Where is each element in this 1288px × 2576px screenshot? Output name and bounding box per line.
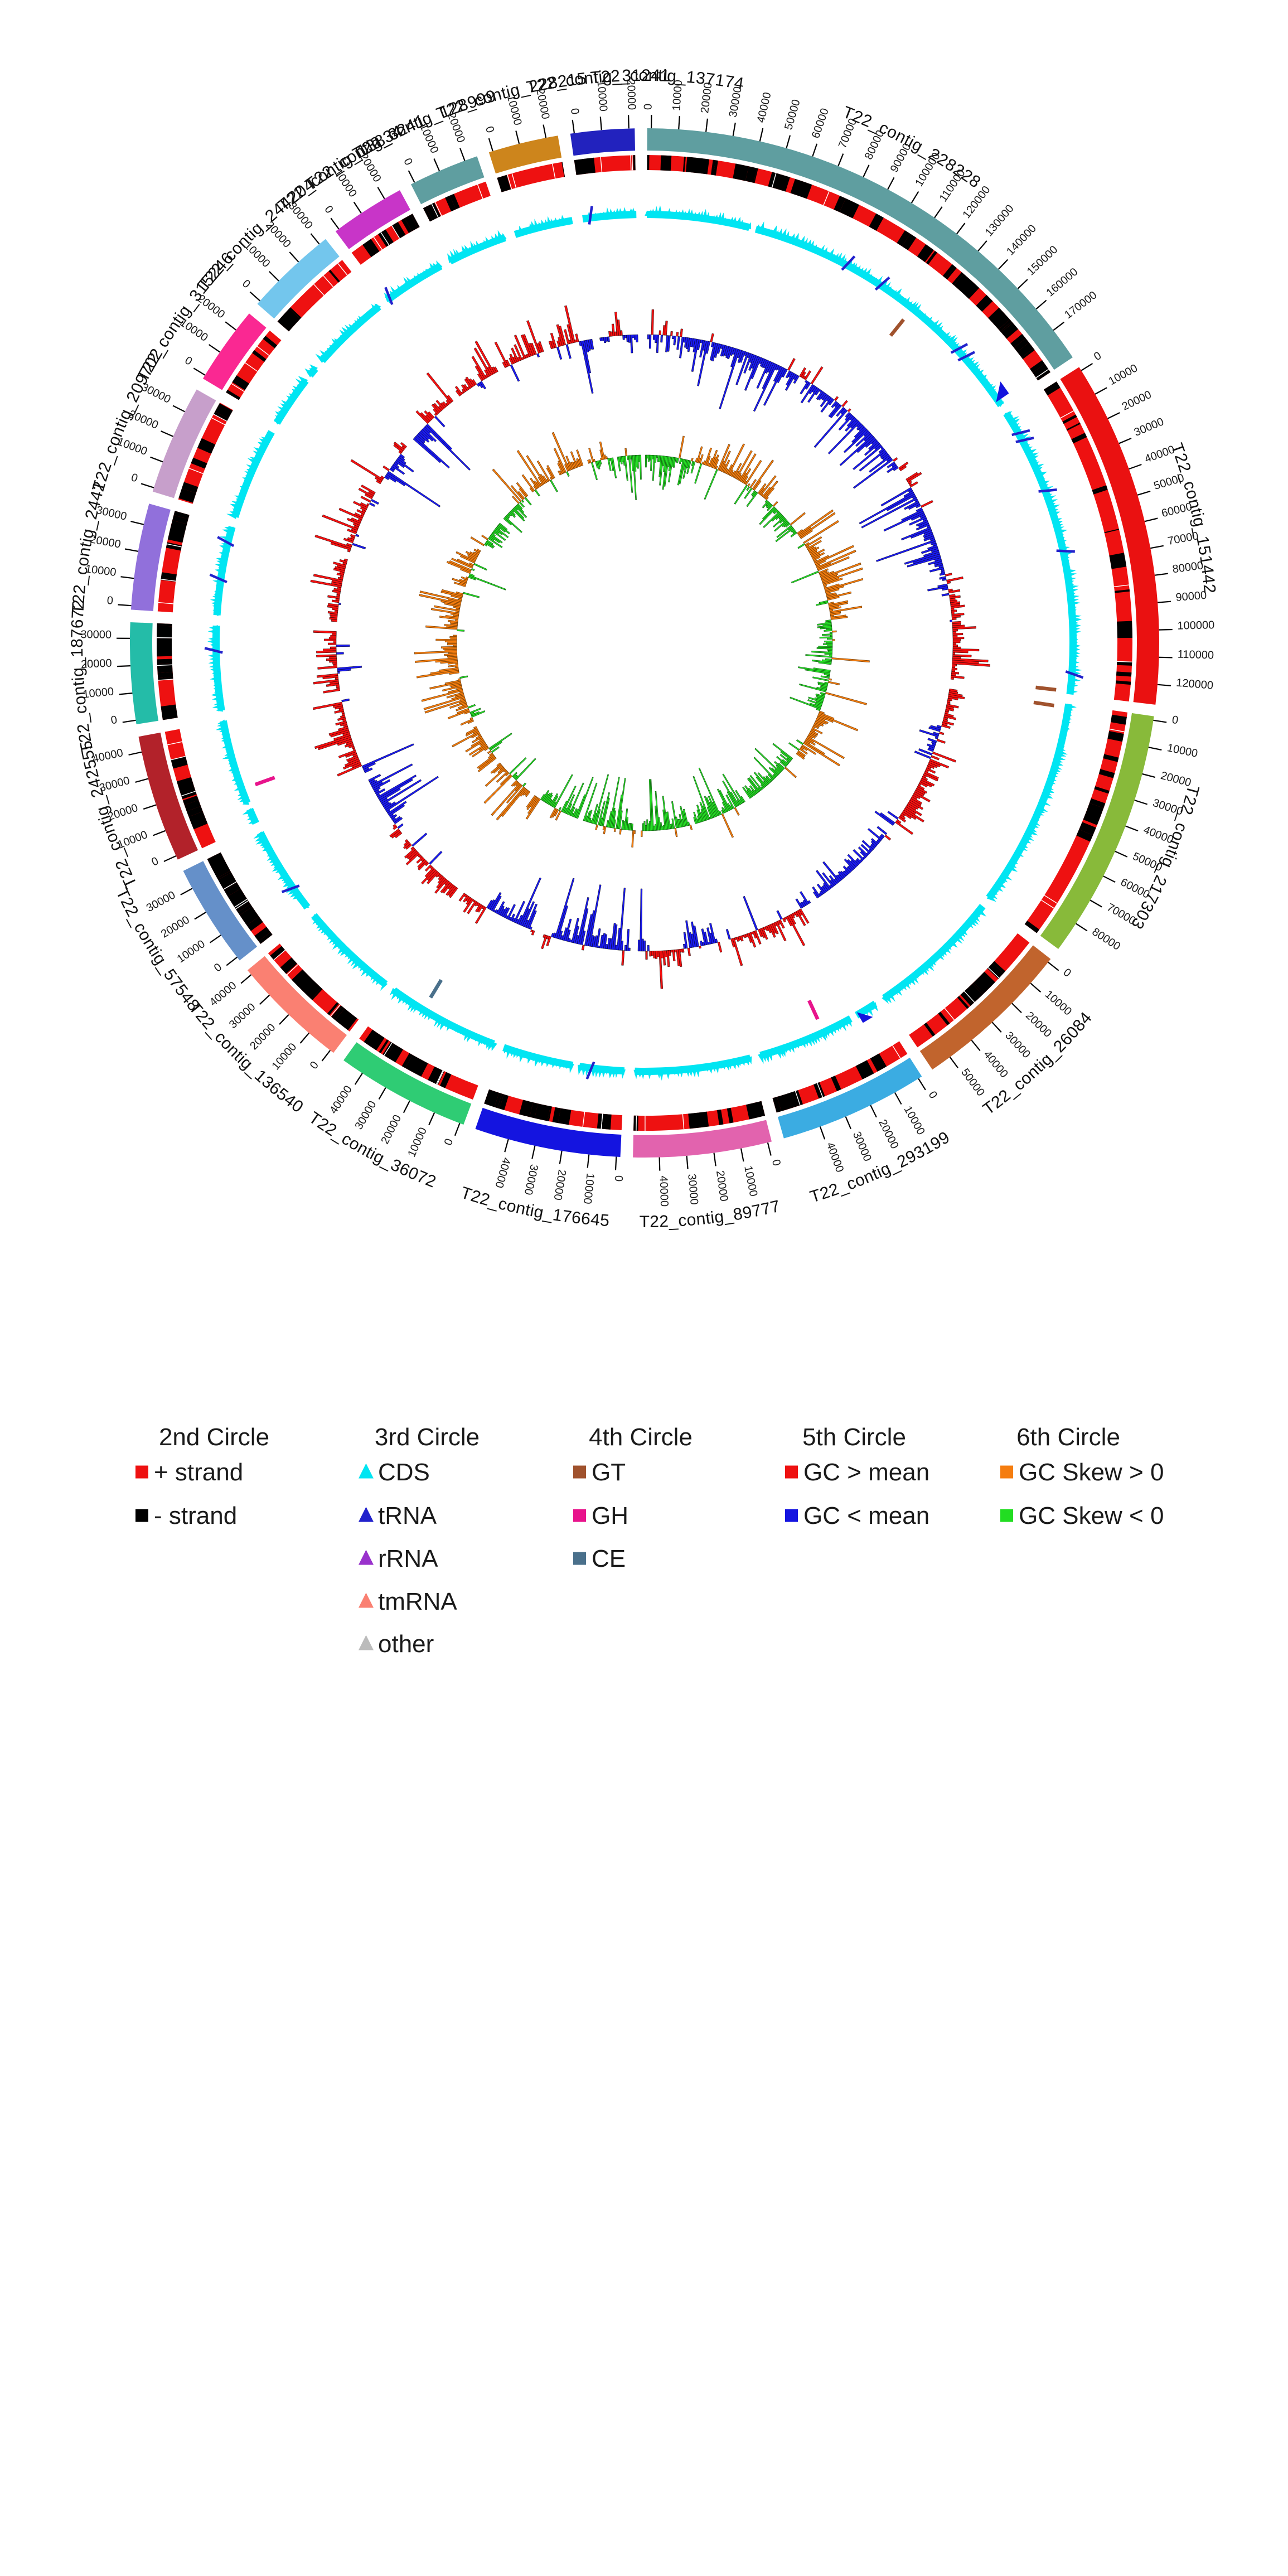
svg-text:0: 0 bbox=[612, 1175, 625, 1182]
svg-text:0: 0 bbox=[568, 108, 581, 115]
svg-text:0: 0 bbox=[110, 714, 118, 727]
svg-text:4th Circle: 4th Circle bbox=[589, 1423, 693, 1451]
svg-text:10000: 10000 bbox=[83, 685, 115, 700]
svg-text:0: 0 bbox=[769, 1158, 783, 1167]
svg-text:other: other bbox=[378, 1630, 434, 1658]
svg-text:2nd Circle: 2nd Circle bbox=[159, 1423, 269, 1451]
svg-text:5th Circle: 5th Circle bbox=[802, 1423, 906, 1451]
svg-text:GT: GT bbox=[592, 1459, 626, 1486]
svg-text:- strand: - strand bbox=[154, 1502, 237, 1529]
svg-text:0: 0 bbox=[1171, 714, 1179, 727]
svg-text:+ strand: + strand bbox=[154, 1459, 243, 1486]
svg-text:rRNA: rRNA bbox=[378, 1545, 438, 1572]
svg-text:20000: 20000 bbox=[81, 657, 113, 671]
svg-text:30000: 30000 bbox=[80, 628, 112, 641]
svg-text:10000: 10000 bbox=[670, 79, 685, 111]
svg-text:GC Skew > 0: GC Skew > 0 bbox=[1019, 1459, 1164, 1486]
svg-text:30000: 30000 bbox=[685, 1173, 700, 1205]
svg-text:20000: 20000 bbox=[624, 79, 638, 110]
svg-text:GC Skew < 0: GC Skew < 0 bbox=[1019, 1502, 1164, 1529]
svg-text:GC > mean: GC > mean bbox=[803, 1459, 929, 1486]
svg-text:0: 0 bbox=[642, 104, 655, 110]
svg-text:0: 0 bbox=[106, 594, 114, 607]
svg-text:GC < mean: GC < mean bbox=[803, 1502, 929, 1529]
svg-text:90000: 90000 bbox=[1175, 589, 1207, 604]
svg-text:CE: CE bbox=[592, 1545, 626, 1572]
svg-text:CDS: CDS bbox=[378, 1459, 430, 1486]
svg-text:110000: 110000 bbox=[1177, 648, 1214, 662]
svg-text:120000: 120000 bbox=[1175, 677, 1213, 692]
svg-text:tRNA: tRNA bbox=[378, 1502, 437, 1529]
svg-text:tmRNA: tmRNA bbox=[378, 1588, 457, 1615]
svg-text:3rd Circle: 3rd Circle bbox=[375, 1423, 480, 1451]
svg-text:6th Circle: 6th Circle bbox=[1016, 1423, 1120, 1451]
svg-text:40000: 40000 bbox=[657, 1175, 671, 1207]
svg-text:10000: 10000 bbox=[594, 80, 609, 112]
svg-text:GH: GH bbox=[592, 1502, 628, 1529]
svg-text:100000: 100000 bbox=[1177, 619, 1214, 632]
